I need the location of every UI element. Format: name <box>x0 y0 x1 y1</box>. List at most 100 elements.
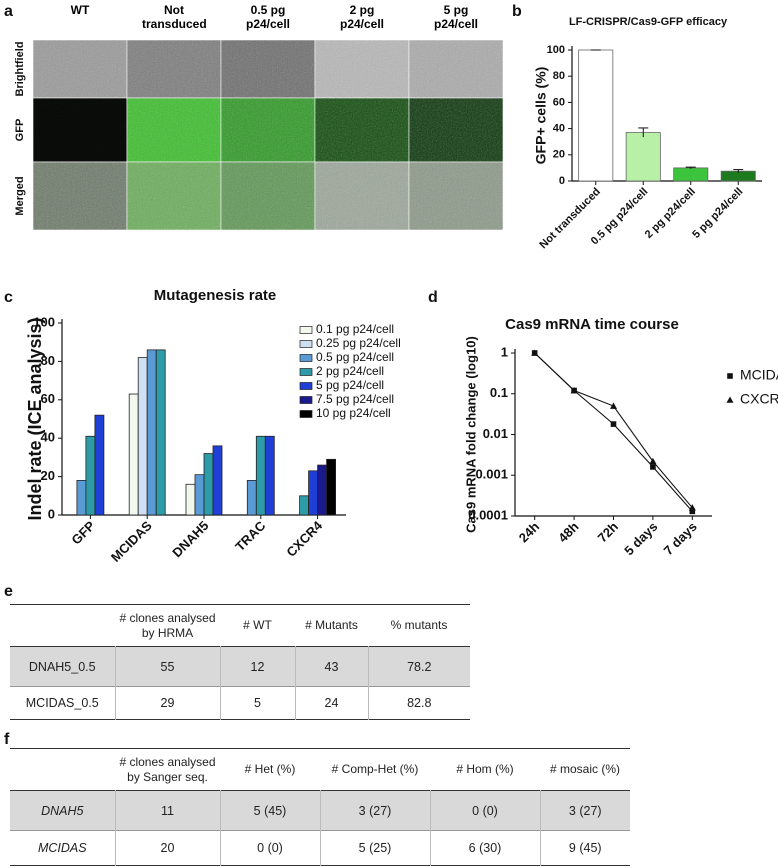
table-cell: 29 <box>114 686 220 720</box>
column-header-text: Not transduced <box>142 3 207 31</box>
table-cell: 55 <box>114 646 220 687</box>
y-tick-label: 20 <box>41 468 55 483</box>
data-table: # clones analysed by Sanger seq. # Het (%… <box>10 748 630 866</box>
y-tick-label: 40 <box>41 430 55 445</box>
chart-title: Mutagenesis rate <box>154 287 277 304</box>
x-tick-label: 24h <box>516 519 542 545</box>
bar <box>308 470 319 516</box>
micrograph-texture <box>127 40 221 98</box>
y-axis-label: Cas9 mRNA fold change (log10) <box>463 336 478 533</box>
legend-swatch <box>299 396 313 404</box>
micrograph-texture <box>221 98 315 162</box>
y-tick-label: 0.01 <box>483 426 508 441</box>
table-cell: 0 (0) <box>219 830 320 866</box>
micrograph-texture <box>315 98 409 162</box>
y-tick-label: 20 <box>553 149 565 161</box>
y-tick-label: 0 <box>559 175 565 187</box>
column-header: 5 pg p24/cell <box>409 3 503 31</box>
legend-label: 0.1 pg p24/cell <box>316 322 394 336</box>
row-label: Merged <box>14 176 26 215</box>
panel-letter: e <box>4 583 13 600</box>
panel-letter: c <box>4 289 13 306</box>
legend-label: 10 pg p24/cell <box>316 406 391 420</box>
y-tick-label: 40 <box>553 123 565 135</box>
header-cell: # mosaic (%) <box>549 762 620 776</box>
table-cell: MCIDAS_0.5 <box>25 696 99 710</box>
legend-swatch <box>299 354 313 362</box>
legend-swatch <box>299 382 313 390</box>
table-cell: 12 <box>219 646 295 687</box>
y-tick-label: 0.0001 <box>468 507 508 522</box>
table-row: MCIDAS 20 0 (0) 5 (25) 6 (30) 9 (45) <box>10 830 630 866</box>
header-cell: # Het (%) <box>244 762 296 776</box>
bar <box>94 414 105 516</box>
legend-label: 7.5 pg p24/cell <box>316 392 394 406</box>
bar <box>128 393 139 516</box>
legend-label: CXCR4_7.5 <box>740 391 778 407</box>
column-header: 2 pg p24/cell <box>315 3 409 31</box>
legend-label: MCIDAS_0.5 <box>740 367 778 383</box>
panel-letter: f <box>4 731 10 748</box>
header-cell: # WT <box>243 618 272 632</box>
x-tick-label: 5 days <box>621 519 660 558</box>
x-tick-label: GFP <box>68 518 98 548</box>
point <box>650 464 656 470</box>
y-tick-label: 60 <box>553 96 565 108</box>
table-cell: 3 (27) <box>539 790 630 831</box>
header-cell <box>10 749 115 791</box>
table-cell: 11 <box>114 790 220 831</box>
legend-marker <box>727 373 733 379</box>
legend-marker <box>726 396 734 403</box>
table-row: DNAH5_0.5 55 12 43 78.2 <box>10 646 470 687</box>
bar <box>255 435 266 516</box>
bar <box>137 357 148 516</box>
legend-swatch <box>299 326 313 334</box>
x-tick-label: DNAH5 <box>169 518 211 560</box>
x-tick-label: 72h <box>595 519 621 545</box>
row-label: Brightfield <box>14 42 26 97</box>
table-row: DNAH5 11 5 (45) 3 (27) 0 (0) 3 (27) <box>10 790 630 831</box>
bar <box>194 474 205 516</box>
table-cell: 43 <box>294 646 368 687</box>
micrograph-texture <box>315 162 409 230</box>
x-tick-label: 7 days <box>661 519 700 558</box>
micrograph-texture <box>33 162 127 230</box>
bar <box>85 435 96 516</box>
header-cell: # clones analysed by HRMA <box>119 610 216 640</box>
bar <box>155 349 166 516</box>
x-tick-label: 48h <box>555 519 581 545</box>
x-tick-label: CXCR4 <box>283 517 325 559</box>
x-tick-label: MCIDAS <box>108 518 155 565</box>
panel-letter: a <box>4 3 13 20</box>
micrograph-texture <box>409 98 503 162</box>
table-cell: 24 <box>294 686 368 720</box>
table-cell: DNAH5_0.5 <box>28 659 96 674</box>
table-cell: 82.8 <box>367 686 470 720</box>
point <box>531 349 539 356</box>
table-cell: DNAH5 <box>41 803 84 818</box>
column-header: WT <box>33 3 127 17</box>
column-header-text: 2 pg p24/cell <box>339 3 385 31</box>
chart-title: Cas9 mRNA time course <box>505 316 679 333</box>
micrograph-texture <box>409 40 503 98</box>
bar <box>146 349 157 516</box>
chart-title: LF-CRISPR/Cas9-GFP efficacy <box>569 16 728 28</box>
table-cell: 5 (25) <box>319 830 430 866</box>
micrograph-texture <box>127 162 221 230</box>
y-axis-label: GFP+ cells (%) <box>533 67 549 165</box>
table-cell: MCIDAS <box>37 841 87 855</box>
micrograph-texture <box>221 162 315 230</box>
header-cell: # Comp-Het (%) <box>331 762 419 776</box>
table-cell: 0 (0) <box>429 790 540 831</box>
micrograph-texture <box>221 40 315 98</box>
line <box>534 352 693 512</box>
column-header: Not transduced <box>127 3 221 31</box>
table-cell: 20 <box>114 830 220 866</box>
table-cell: 6 (30) <box>429 830 540 866</box>
table-cell: 9 (45) <box>539 830 630 866</box>
legend-label: 0.25 pg p24/cell <box>316 336 401 350</box>
legend-swatch <box>299 340 313 348</box>
y-tick-label: 0.001 <box>475 467 508 482</box>
micrograph-texture <box>33 40 127 98</box>
